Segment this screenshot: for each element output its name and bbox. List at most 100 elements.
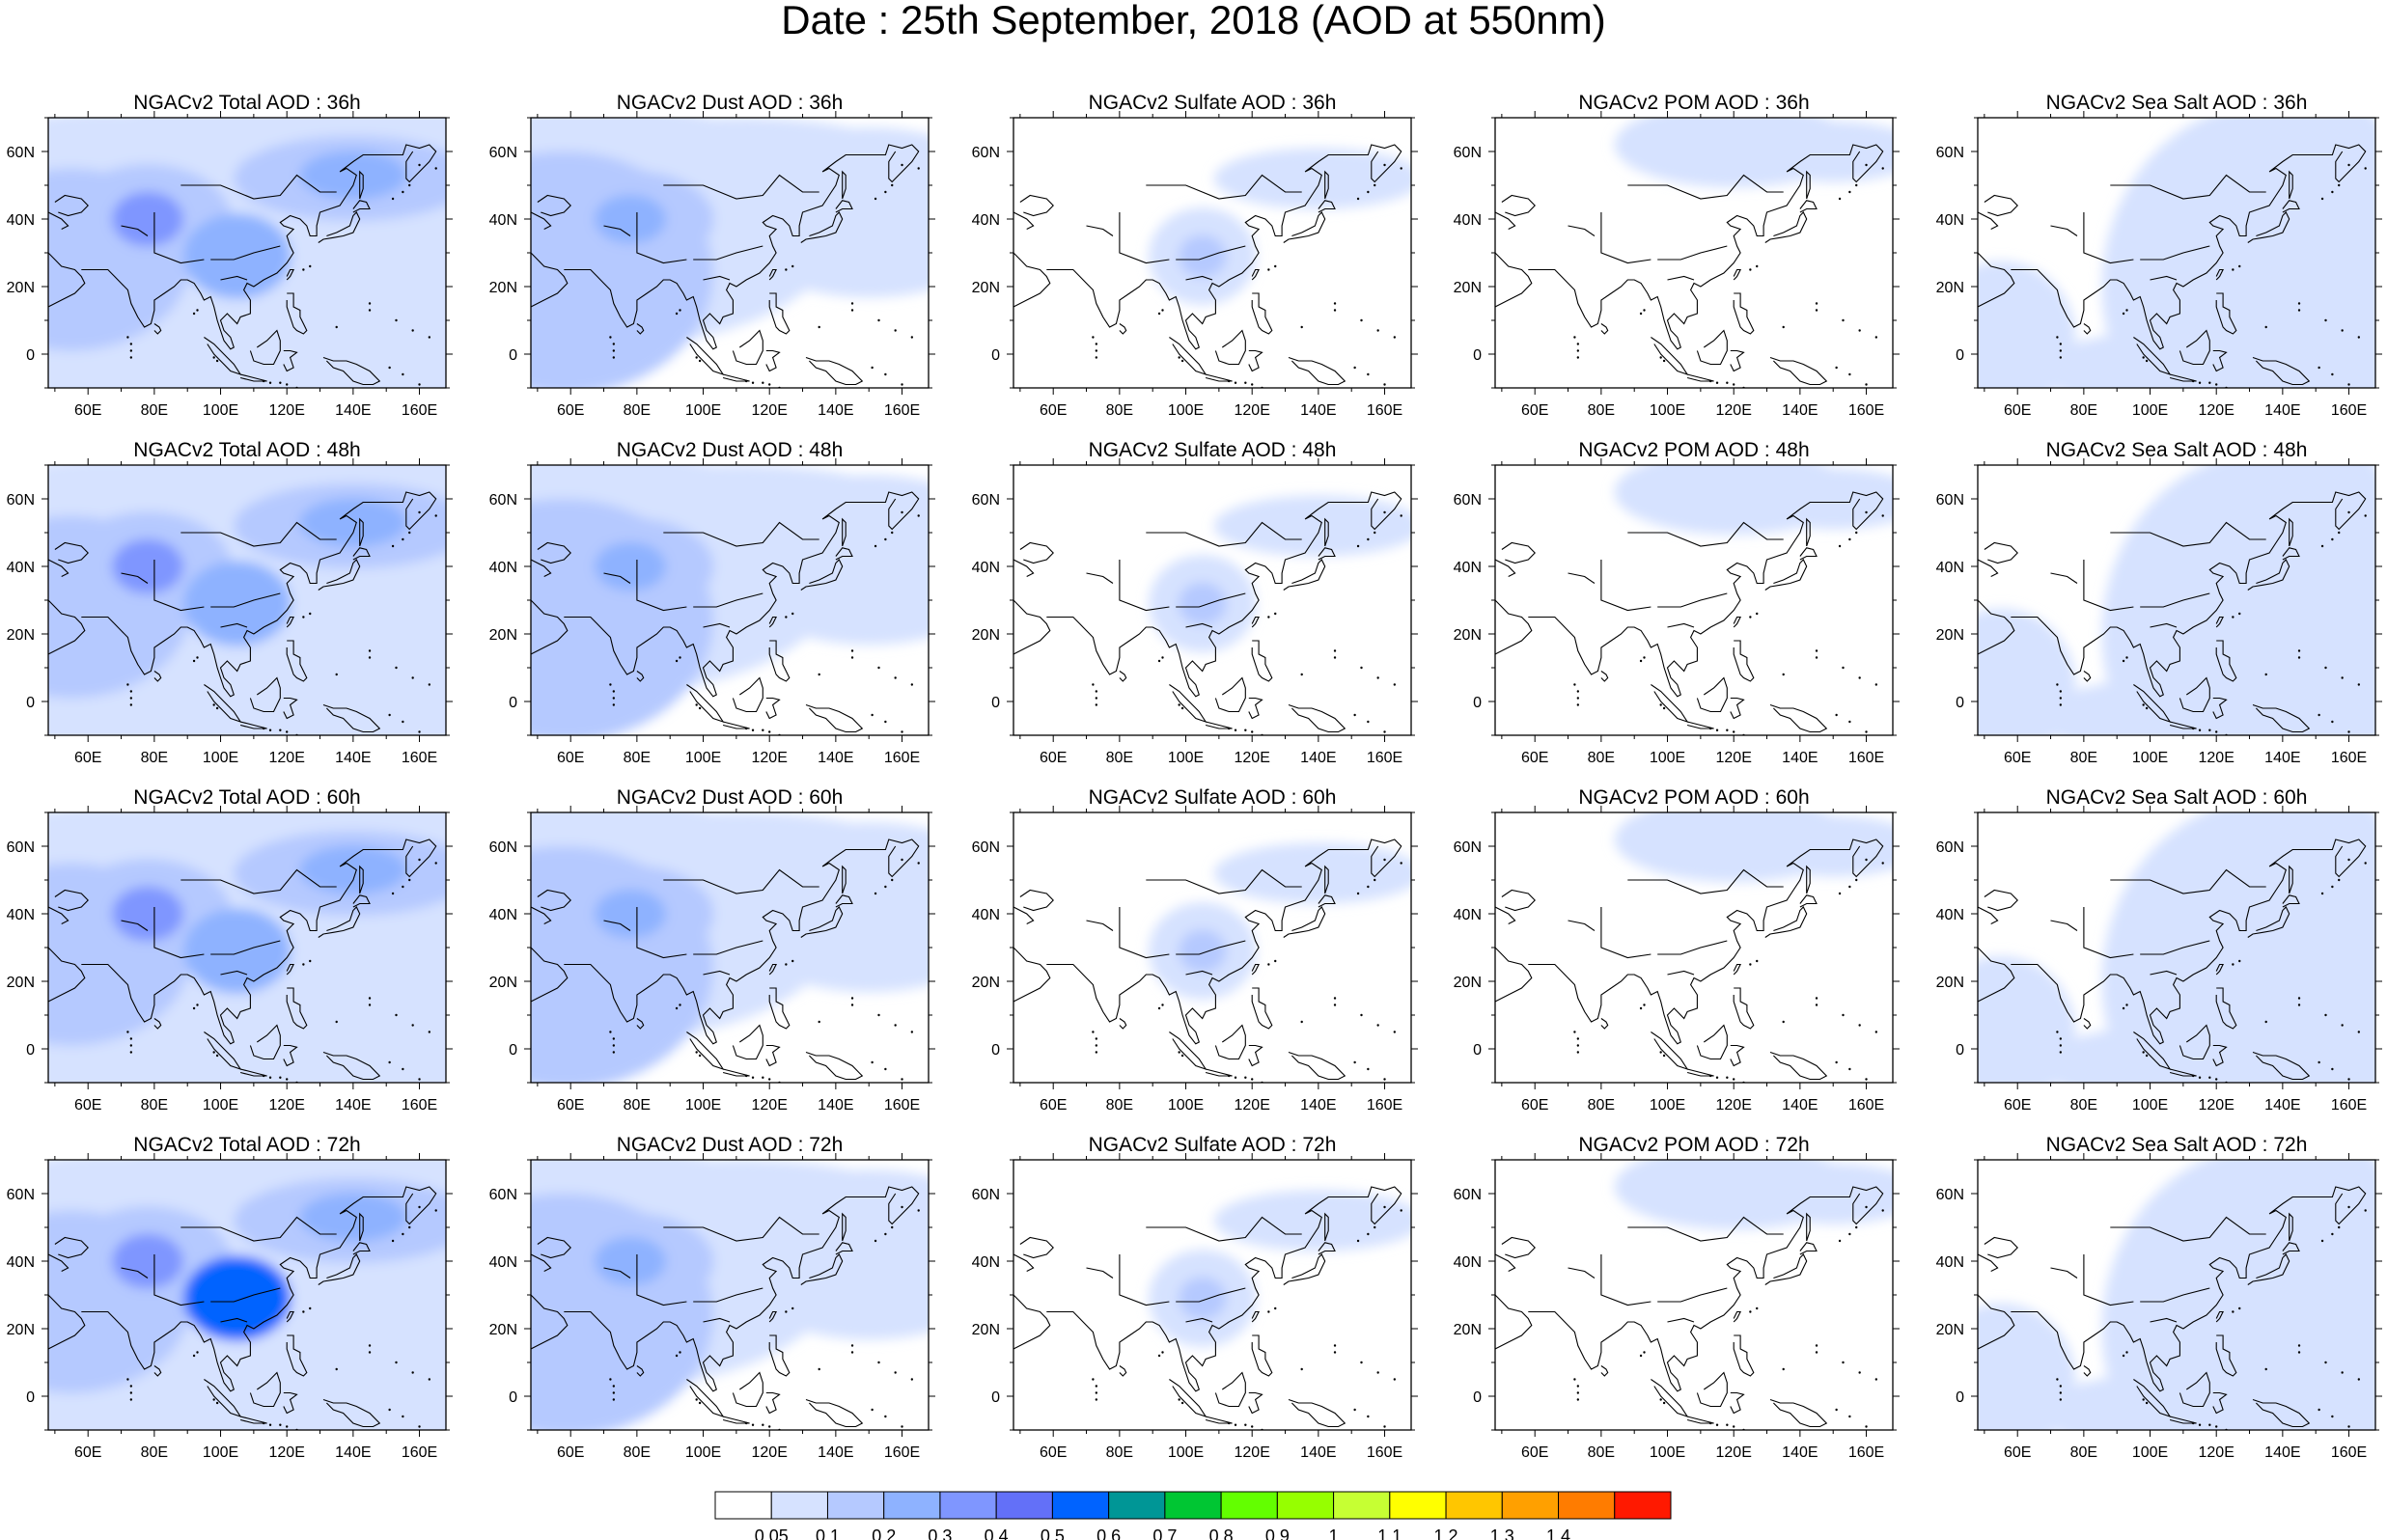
island xyxy=(850,309,854,312)
coastline xyxy=(2282,547,2300,561)
island xyxy=(2297,656,2301,659)
lat-tick-label: 20N xyxy=(1454,627,1482,644)
coastline xyxy=(1283,1253,1326,1285)
island xyxy=(1865,163,1868,167)
colorbar-swatch xyxy=(1276,1491,1335,1520)
coastline xyxy=(1283,211,1326,243)
island xyxy=(434,862,437,865)
island xyxy=(612,1037,616,1040)
island xyxy=(428,683,431,686)
coastline xyxy=(2215,292,2237,335)
coastline xyxy=(153,1365,162,1377)
coastline xyxy=(180,1216,337,1242)
island xyxy=(1662,1054,1666,1058)
coastline xyxy=(1984,194,2018,217)
coastline xyxy=(204,684,242,724)
lon-tick-label: 80E xyxy=(2070,1097,2097,1114)
colorbar-label: 0.1 xyxy=(816,1526,840,1540)
coastline xyxy=(1984,889,2018,912)
coastline xyxy=(805,1051,864,1081)
coastline xyxy=(2150,1317,2178,1323)
lon-tick-label: 60E xyxy=(2004,402,2031,419)
island xyxy=(1708,727,1712,730)
coastline xyxy=(2133,684,2172,724)
coastline xyxy=(800,906,844,938)
coastline xyxy=(48,947,86,1003)
lat-tick-label: 60N xyxy=(1454,492,1482,509)
island xyxy=(1838,1239,1842,1243)
lat-tick-label: 0 xyxy=(1473,347,1482,364)
lon-tick-label: 160E xyxy=(2331,1097,2367,1114)
island xyxy=(1662,706,1666,710)
coastline xyxy=(210,245,281,261)
coastline xyxy=(1730,697,1745,720)
coastline xyxy=(1764,211,1808,243)
coastline xyxy=(153,212,205,264)
map-panel-r3-c5: NGACv2 Sea Salt AOD : 60h 60E 80E 100E 120E 1… xyxy=(1936,786,2382,1114)
island xyxy=(874,197,877,201)
island xyxy=(695,1051,698,1054)
island xyxy=(1715,729,1719,731)
island xyxy=(1095,1385,1098,1388)
lon-tick-label: 100E xyxy=(1650,1097,1685,1114)
island xyxy=(609,336,612,339)
coastline xyxy=(1600,1254,1651,1306)
island xyxy=(1161,656,1164,659)
coastline xyxy=(2289,517,2293,547)
island xyxy=(2297,309,2301,312)
island xyxy=(2056,1031,2059,1033)
island xyxy=(1881,514,1884,517)
coastline xyxy=(1984,541,2018,564)
coastline xyxy=(1288,1051,1346,1081)
coastline xyxy=(1733,963,1741,976)
island xyxy=(2357,1031,2361,1033)
island xyxy=(1251,730,1254,733)
island xyxy=(1095,1037,1098,1040)
coastline xyxy=(663,868,819,894)
island xyxy=(818,1020,820,1024)
island xyxy=(1838,892,1842,895)
island xyxy=(434,167,437,170)
island xyxy=(679,1351,681,1354)
aod-blob xyxy=(1178,1277,1227,1320)
island xyxy=(1333,1004,1337,1006)
island xyxy=(411,676,414,679)
island xyxy=(129,1391,133,1394)
island xyxy=(1267,963,1270,966)
lon-tick-label: 80E xyxy=(1588,402,1615,419)
coastline xyxy=(283,1044,298,1067)
coastline xyxy=(286,987,308,1030)
island xyxy=(1095,343,1098,345)
coastline xyxy=(322,1051,381,1081)
island xyxy=(212,356,215,359)
island xyxy=(335,673,338,676)
island xyxy=(391,197,395,201)
colorbar-label: 1.4 xyxy=(1546,1526,1570,1540)
coastline xyxy=(2140,592,2210,608)
coastline xyxy=(768,1334,791,1377)
coastline xyxy=(322,356,381,386)
island xyxy=(286,1078,289,1081)
lat-tick-label: 40N xyxy=(7,212,35,229)
coastline xyxy=(359,517,364,547)
coastline xyxy=(1086,572,1114,584)
island xyxy=(1376,1371,1379,1374)
aod-blob xyxy=(183,908,291,994)
coastline xyxy=(1119,671,1127,682)
island xyxy=(871,1060,874,1064)
colorbar-label: 1 xyxy=(1329,1526,1339,1540)
island xyxy=(894,1371,897,1374)
lon-tick-label: 120E xyxy=(752,1444,788,1461)
island xyxy=(2125,1351,2128,1354)
coastline xyxy=(1013,252,1051,308)
coastline xyxy=(1119,907,1170,959)
island xyxy=(744,1074,748,1078)
island xyxy=(418,1078,421,1081)
lon-tick-label: 100E xyxy=(2132,1097,2168,1114)
island xyxy=(1858,1371,1861,1374)
coastline xyxy=(48,559,69,577)
island xyxy=(268,1076,272,1079)
coastline xyxy=(239,1416,267,1424)
lat-tick-label: 0 xyxy=(991,695,1000,711)
coastline xyxy=(1324,170,1329,200)
